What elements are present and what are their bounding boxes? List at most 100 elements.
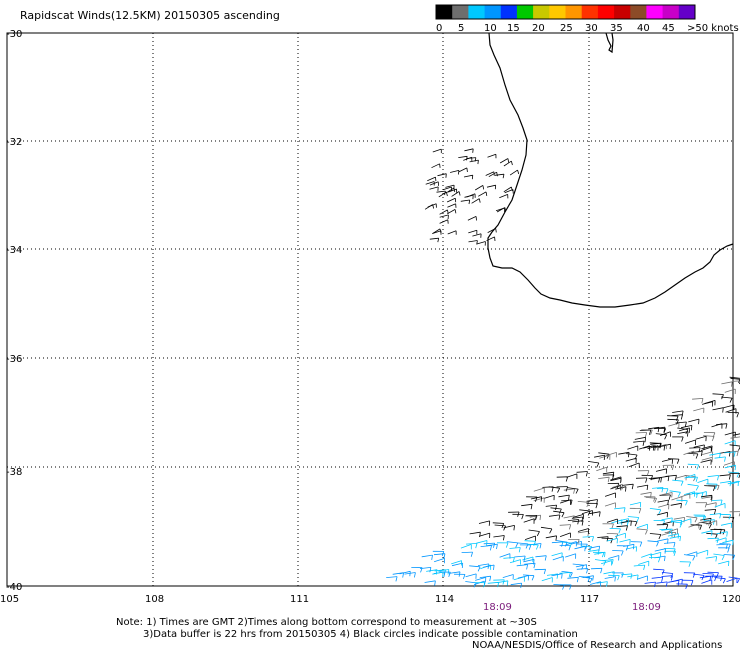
wind-barb-tick [694,517,698,523]
wind-barb [633,564,645,567]
wind-barb [619,539,631,543]
wind-barb [468,229,478,234]
wind-barb [551,552,563,557]
wind-barb-tick [540,496,543,502]
wind-barb [541,577,553,582]
wind-barb [649,533,661,535]
wind-barb-tick [610,538,613,544]
wind-barb [658,475,669,479]
wind-barb [533,487,545,492]
wind-speed-legend: 0 5 10 15 20 25 30 35 40 45 >50 knots [435,4,739,34]
wind-barb-tick [649,429,652,435]
wind-barb [509,169,518,176]
wind-barb-tick [661,577,664,582]
wind-barb-tick [664,434,668,440]
wind-barb [672,410,684,413]
wind-barb-tick [612,474,615,480]
wind-barb [604,492,616,497]
wind-barb-tick [714,509,717,515]
wind-barb [509,547,521,549]
wind-barb [681,425,692,429]
wind-barb [424,580,436,583]
wind-barb-tick [466,167,468,173]
wind-vectors [386,148,740,590]
wind-barb-tick [676,419,679,425]
wind-barb-tick [671,517,673,523]
wind-barb-tick [517,511,520,517]
graticule [7,33,733,586]
wind-barb [618,451,630,455]
wind-barb [667,533,679,537]
wind-barb [622,483,634,486]
wind-barb [392,572,404,575]
wind-barb [697,478,709,483]
wind-barb-tick [570,499,573,505]
wind-barb-tick [680,414,683,420]
wind-barb [419,567,431,569]
wind-barb [679,493,690,498]
wind-barb-tick [533,563,536,569]
wind-barb [661,458,673,462]
wind-barb [503,557,515,559]
wind-barb-tick [515,542,519,548]
wind-barb-tick [719,529,722,535]
wind-barb-tick [646,485,649,491]
wind-barb [726,577,738,582]
wind-barb [399,570,411,575]
wind-barb-tick [676,458,680,464]
wind-barb [702,573,714,575]
wind-barb-tick [477,160,479,165]
wind-barb [566,473,578,478]
wind-barb [460,199,470,202]
wind-barb [639,445,650,450]
wind-barb [523,559,535,563]
footnote-line-1: Note: 1) Times are GMT 2)Times along bot… [116,617,537,628]
legend-swatch [646,5,664,19]
wind-barb-tick [645,529,648,535]
wind-barb [589,511,601,515]
wind-barb [577,528,589,532]
wind-barb-tick [692,572,696,578]
wind-barb-tick [434,580,436,586]
wind-barb-tick [617,575,620,581]
wind-barb-tick [736,451,739,457]
wind-barb [714,503,726,508]
wind-barb [701,530,713,534]
wind-barb [523,518,535,523]
wind-barb [729,376,740,379]
wind-barb [625,457,637,462]
legend-labels: 0 5 10 15 20 25 30 35 40 45 >50 knots [436,23,739,34]
wind-barb [603,571,615,575]
wind-barb [517,575,529,579]
wind-barb [716,543,728,546]
wind-barb [701,445,713,450]
wind-barb [529,514,541,518]
wind-barb [426,569,438,572]
wind-barb-tick [526,564,528,570]
wind-barb [723,404,735,409]
wind-barb-tick [719,453,721,459]
legend-outline [435,4,696,20]
wind-barb [504,189,514,194]
wind-barb [655,468,667,472]
wind-barb-tick [581,516,584,522]
wind-barb-tick [658,534,662,540]
wind-barb [478,520,490,524]
wind-barb-tick [729,481,732,487]
wind-barb [636,528,648,531]
legend-label: 0 [436,23,442,34]
latitude-labels: -30 -32 -34 -36 -38 -40 [6,29,22,593]
wind-barb [576,471,588,473]
wind-barb [451,191,460,197]
wind-barb-tick [517,169,520,175]
legend-label: 25 [560,23,573,34]
wind-barb-tick [708,523,712,529]
wind-barb-tick [627,518,629,524]
wind-barb [433,558,445,563]
lat-label: -32 [6,137,22,148]
wind-barb-tick [518,547,521,553]
wind-barb-tick [638,508,642,514]
wind-barb [649,552,661,556]
wind-barb [582,536,594,538]
wind-barb-tick [681,436,684,442]
